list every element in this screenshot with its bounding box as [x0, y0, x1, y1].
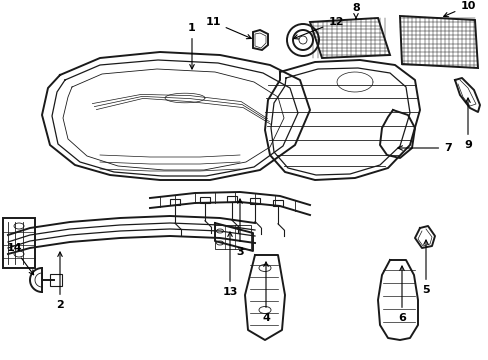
Text: 3: 3: [236, 199, 244, 257]
Text: 5: 5: [421, 240, 429, 295]
Bar: [272, 200, 283, 206]
Text: 12: 12: [293, 17, 343, 39]
Bar: [170, 199, 180, 205]
Text: 11: 11: [205, 17, 251, 39]
Bar: [226, 196, 237, 202]
Text: 7: 7: [397, 143, 451, 153]
Text: 9: 9: [463, 98, 471, 150]
Bar: [50, 274, 62, 286]
Text: 10: 10: [443, 1, 475, 17]
Bar: [215, 225, 250, 249]
Text: 13: 13: [222, 232, 237, 297]
Bar: [3, 218, 35, 268]
Text: 8: 8: [351, 3, 359, 19]
Text: 4: 4: [262, 262, 269, 323]
Bar: [249, 198, 260, 203]
Bar: [200, 197, 209, 203]
Text: 6: 6: [397, 266, 405, 323]
Text: 2: 2: [56, 252, 64, 310]
Text: 14: 14: [6, 243, 34, 275]
Text: 1: 1: [188, 23, 196, 69]
